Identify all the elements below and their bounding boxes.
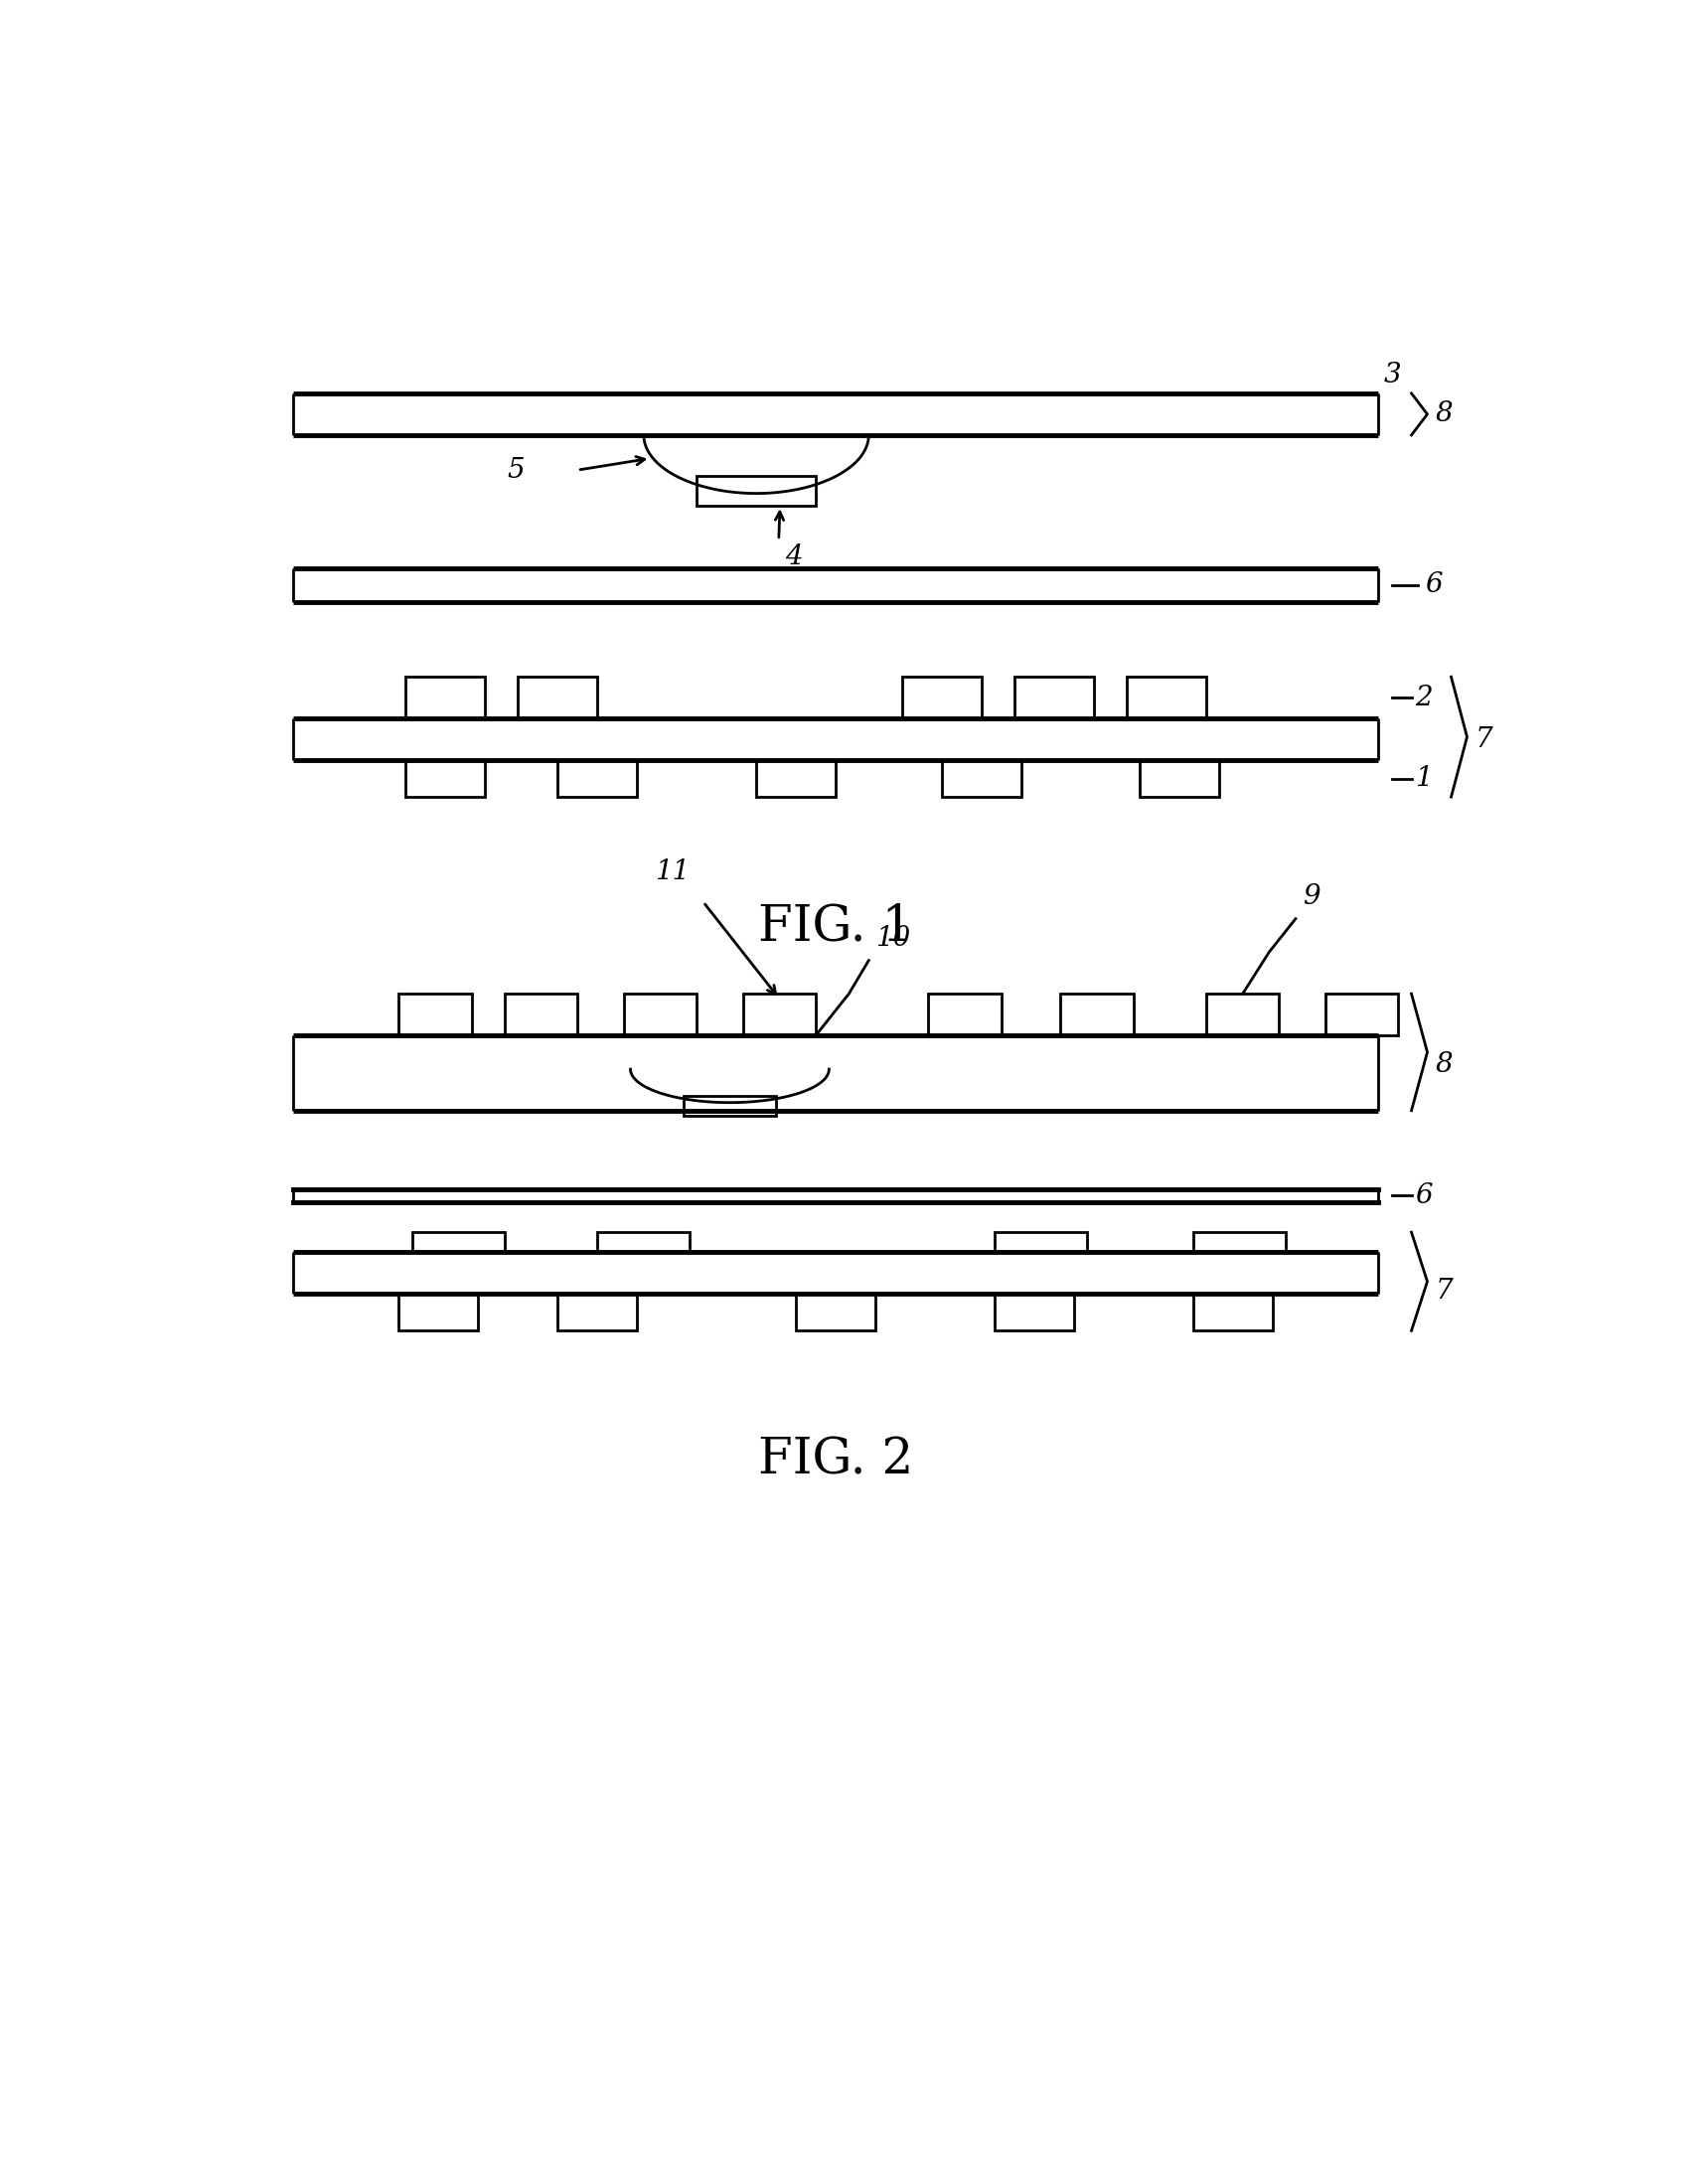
Text: 8: 8: [1435, 1051, 1454, 1079]
Text: 10: 10: [876, 925, 910, 953]
Text: 3: 3: [1383, 362, 1401, 388]
Bar: [506, 994, 577, 1035]
Bar: [400, 994, 471, 1035]
Bar: [697, 477, 816, 507]
Bar: [941, 760, 1021, 797]
Text: 7: 7: [1476, 726, 1493, 754]
Text: FIG. 1: FIG. 1: [758, 903, 914, 951]
Bar: [1127, 676, 1206, 719]
Bar: [1325, 994, 1399, 1035]
Text: 2: 2: [1416, 684, 1433, 710]
Bar: [796, 1293, 876, 1330]
Text: 7: 7: [1435, 1278, 1454, 1304]
Text: 11: 11: [654, 858, 690, 886]
Text: 9: 9: [1301, 884, 1320, 910]
Bar: [405, 760, 485, 797]
Text: 8: 8: [1435, 401, 1454, 427]
Bar: [623, 994, 697, 1035]
Bar: [929, 994, 1001, 1035]
Bar: [994, 1293, 1074, 1330]
Bar: [1192, 1293, 1272, 1330]
Bar: [557, 760, 637, 797]
Bar: [1061, 994, 1134, 1035]
Bar: [557, 1293, 637, 1330]
Text: 5: 5: [507, 457, 524, 483]
Bar: [405, 676, 485, 719]
Text: 4: 4: [786, 544, 803, 570]
Bar: [757, 760, 835, 797]
Bar: [683, 1096, 775, 1115]
Bar: [1192, 1232, 1286, 1252]
Bar: [743, 994, 816, 1035]
Text: 1: 1: [1416, 765, 1433, 793]
Bar: [518, 676, 598, 719]
Text: FIG. 2: FIG. 2: [758, 1436, 914, 1486]
Bar: [994, 1232, 1088, 1252]
Bar: [1141, 760, 1220, 797]
Bar: [902, 676, 982, 719]
Bar: [1015, 676, 1093, 719]
Text: 6: 6: [1416, 1183, 1433, 1209]
Bar: [1206, 994, 1279, 1035]
Text: 6: 6: [1424, 572, 1442, 598]
Bar: [412, 1232, 506, 1252]
Bar: [400, 1293, 478, 1330]
Bar: [598, 1232, 690, 1252]
